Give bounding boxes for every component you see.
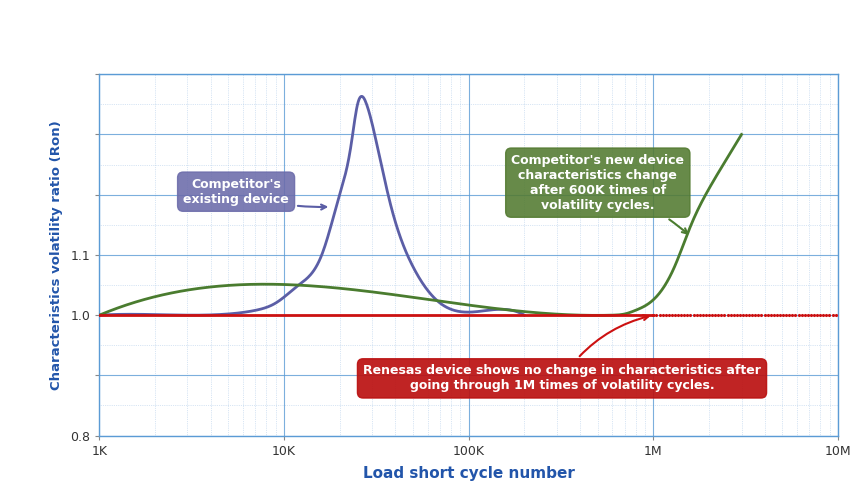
Text: Competitor's
existing device: Competitor's existing device <box>183 178 326 209</box>
Text: Competitor's new device
characteristics change
after 600K times of
volatility cy: Competitor's new device characteristics … <box>511 153 687 234</box>
Y-axis label: Characteristics volatility ratio (Ron): Characteristics volatility ratio (Ron) <box>50 120 63 390</box>
X-axis label: Load short cycle number: Load short cycle number <box>363 466 575 481</box>
Text: Rds(on) characteristics volatility ratio-load short cycle number: Rds(on) characteristics volatility ratio… <box>141 23 758 41</box>
Text: Renesas device shows no change in characteristics after
going through 1M times o: Renesas device shows no change in charac… <box>363 315 761 393</box>
